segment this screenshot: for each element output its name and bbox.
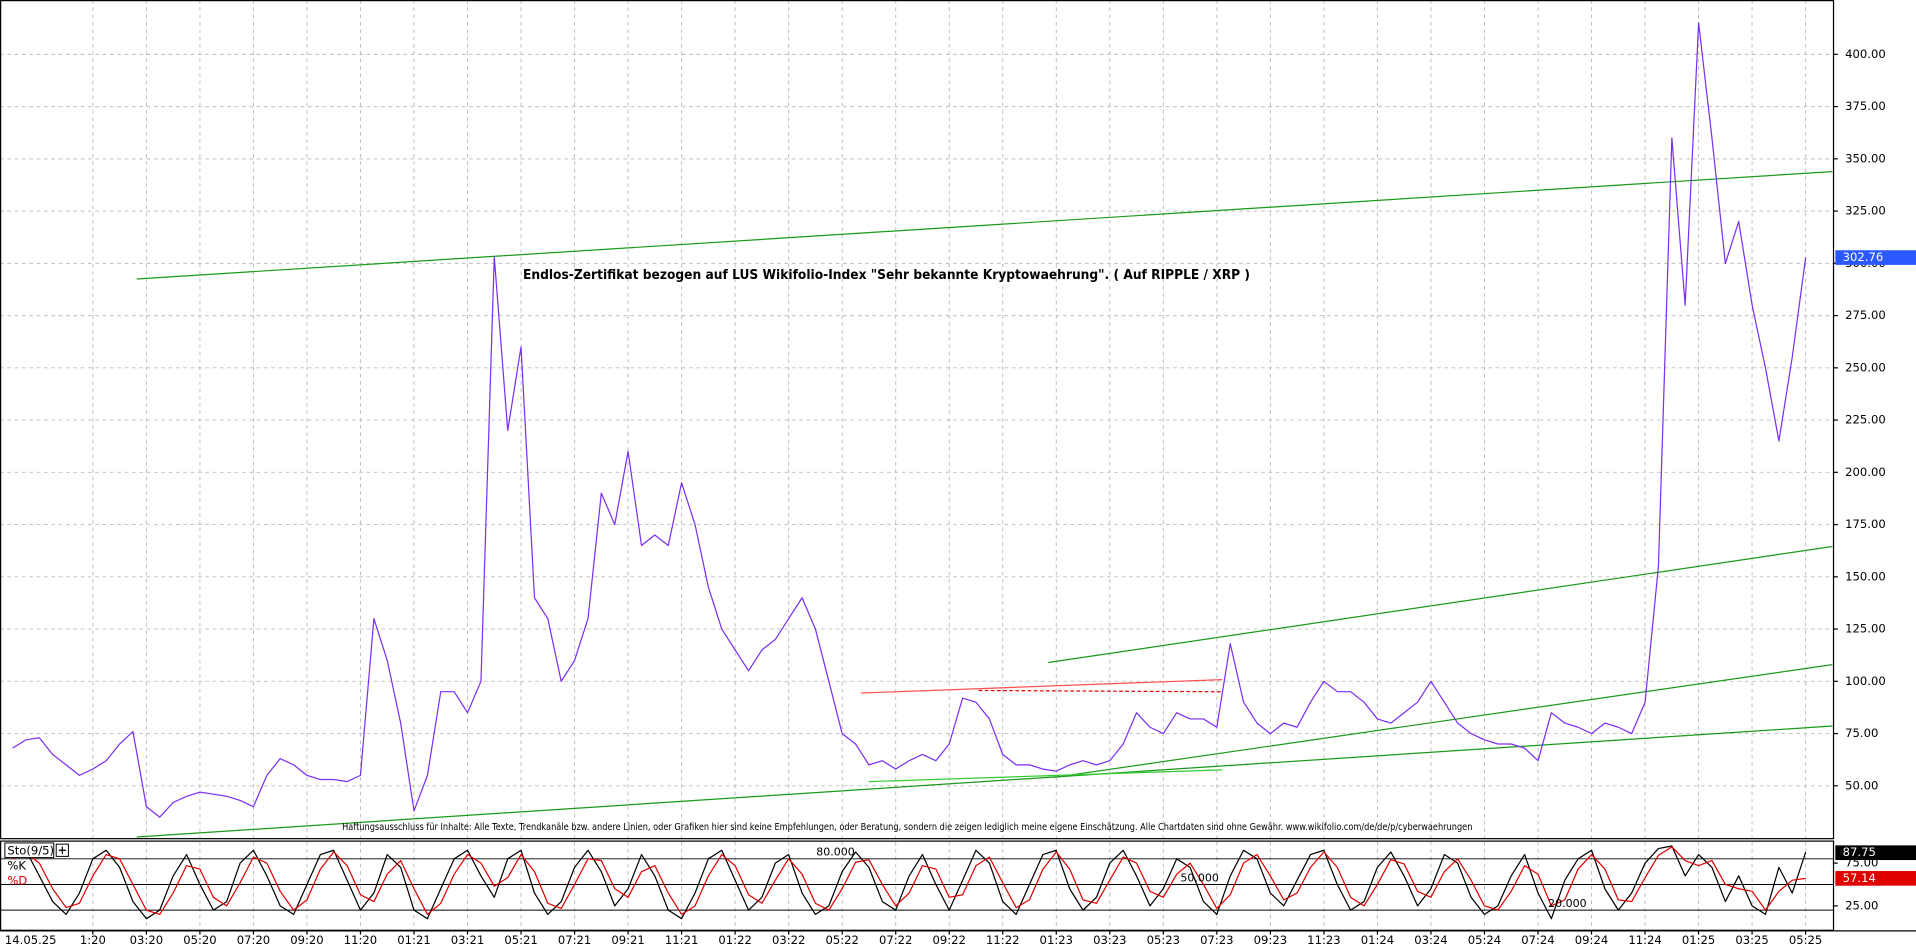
x-tick-label: 11:24 — [1628, 933, 1661, 947]
x-tick-label: 09:21 — [611, 933, 644, 947]
x-tick-label: 11:20 — [344, 933, 377, 947]
x-tick-label: 05:20 — [183, 933, 216, 947]
series-line — [12, 846, 1806, 916]
x-tick-label: 07:24 — [1521, 933, 1554, 947]
chart-annotation: Endlos-Zertifikat bezogen auf LUS Wikifo… — [523, 268, 1250, 283]
trendline — [1048, 545, 1833, 664]
x-tick-label: 01:24 — [1361, 933, 1394, 947]
x-tick-label: 09:20 — [290, 933, 323, 947]
x-tick-label: 05:24 — [1468, 933, 1501, 947]
x-tick-label: 07:21 — [558, 933, 591, 947]
x-tick-label: 11:21 — [665, 933, 698, 947]
marks-layer — [12, 22, 1833, 920]
y-tick-label: 150.00 — [1845, 569, 1886, 583]
x-tick-label: 03:24 — [1414, 933, 1447, 947]
x-tick-label: 03:25 — [1735, 933, 1768, 947]
legend-k: %K — [7, 859, 26, 873]
x-tick-label: 1:20 — [80, 933, 106, 947]
x-tick-label: 07:20 — [237, 933, 270, 947]
x-tick-label: 05:25 — [1789, 933, 1822, 947]
y-tick-label: 75.00 — [1845, 726, 1878, 740]
x-tick-label: 01:23 — [1040, 933, 1073, 947]
trendline — [1053, 663, 1833, 779]
series-line — [12, 22, 1807, 818]
y-tick-label: 400.00 — [1845, 47, 1886, 61]
level-label: 80.000 — [816, 846, 854, 859]
y-tick-label: 250.00 — [1845, 360, 1886, 374]
y-tick-label: 350.00 — [1845, 151, 1886, 165]
x-tick-label: 05:22 — [825, 933, 858, 947]
trendline — [978, 689, 1223, 693]
trendline — [136, 170, 1833, 280]
x-tick-label: 03:21 — [451, 933, 484, 947]
last-value-box — [1835, 871, 1916, 886]
y-tick-label: 25.00 — [1845, 898, 1878, 912]
x-tick-label: 11:23 — [1307, 933, 1340, 947]
x-tick-label: 09:22 — [933, 933, 966, 947]
y-tick-label: 125.00 — [1845, 622, 1886, 636]
trendline — [860, 679, 1223, 694]
last-value-label: 57.14 — [1843, 871, 1876, 885]
x-tick-label: 09:24 — [1575, 933, 1608, 947]
series-line — [12, 845, 1807, 920]
x-tick-label: 03:20 — [130, 933, 163, 947]
trendline — [136, 725, 1833, 838]
y-tick-label: 325.00 — [1845, 204, 1886, 218]
y-tick-label: 100.00 — [1845, 674, 1886, 688]
level-label: 50.000 — [1180, 871, 1218, 884]
last-value-label: 87.75 — [1843, 845, 1876, 859]
x-tick-label: 05:23 — [1147, 933, 1180, 947]
y-tick-label: 50.00 — [1845, 778, 1878, 792]
legend-d: %D — [7, 873, 27, 887]
x-tick-label: 09:23 — [1254, 933, 1287, 947]
x-tick-label: 03:23 — [1093, 933, 1126, 947]
last-value-label: 302.76 — [1843, 250, 1884, 264]
x-tick-label: 03:22 — [772, 933, 805, 947]
x-tick-label: 01:22 — [718, 933, 751, 947]
stoch-title-box — [4, 842, 55, 859]
y-tick-label: 200.00 — [1845, 465, 1886, 479]
x-tick-label: 07:22 — [879, 933, 912, 947]
plus-icon — [58, 846, 66, 854]
stoch-title: Sto(9/5) — [7, 843, 54, 857]
y-tick-label: 175.00 — [1845, 517, 1886, 531]
x-tick-label: 01:25 — [1682, 933, 1715, 947]
last-value-box — [1835, 250, 1916, 265]
x-tick-label: 11:22 — [986, 933, 1019, 947]
y-tick-label: 275.00 — [1845, 308, 1886, 322]
y-tick-label: 375.00 — [1845, 99, 1886, 113]
x-tick-label: 01:21 — [397, 933, 430, 947]
level-label: 20.000 — [1548, 897, 1586, 910]
x-tick-label: 05:21 — [504, 933, 537, 947]
grid-layer — [0, 0, 1833, 930]
y-tick-label: 225.00 — [1845, 413, 1886, 427]
disclaimer: Haftungsausschluss für Inhalte: Alle Tex… — [342, 822, 1472, 833]
last-value-box — [1835, 845, 1916, 861]
trendline — [868, 769, 1223, 783]
cursor-date: 14.05.25 — [5, 933, 57, 947]
x-tick-label: 07:23 — [1200, 933, 1233, 947]
